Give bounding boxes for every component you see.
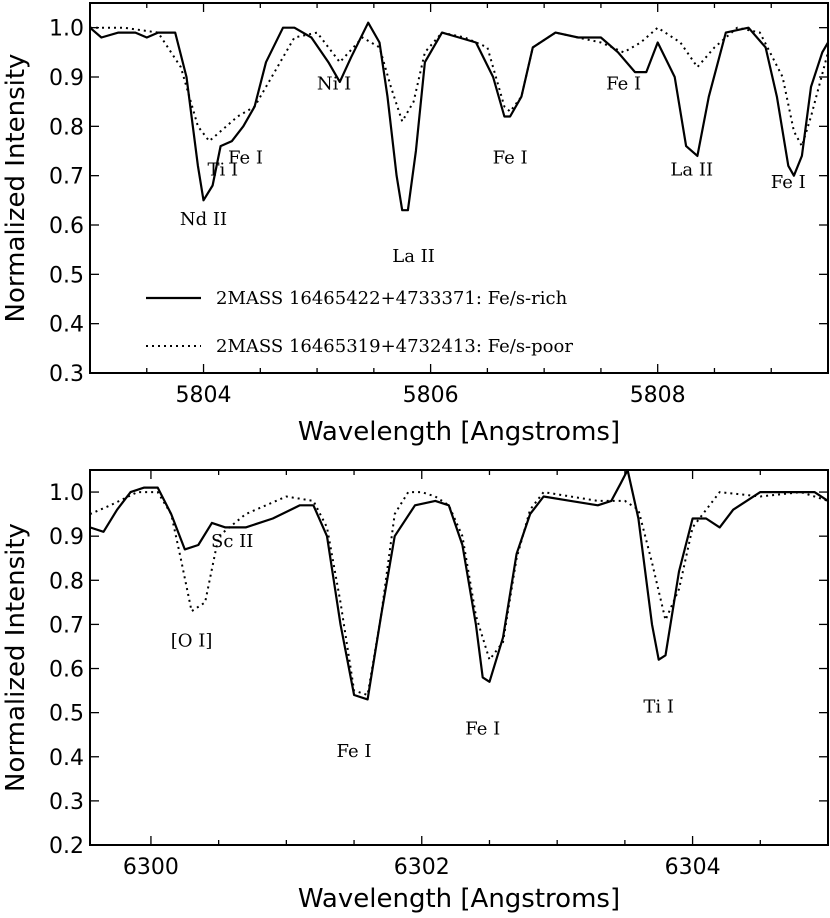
line-annotation: Fe I: [228, 147, 263, 168]
x-axis-label: Wavelength [Angstroms]: [298, 417, 620, 447]
y-tick-label: 0.4: [49, 746, 84, 771]
y-tick-label: 0.5: [49, 263, 84, 288]
legend-label: 2MASS 16465319+4732413: Fe/s-poor: [216, 336, 573, 357]
y-tick-label: 0.2: [49, 834, 84, 859]
line-annotation: Fe I: [771, 172, 806, 193]
fe-s-poor-spectrum-line: [90, 26, 828, 148]
y-tick-label: 1.0: [49, 481, 84, 506]
y-tick-label: 0.7: [49, 613, 84, 638]
x-tick-label: 6304: [665, 855, 721, 880]
line-annotation: Sc II: [211, 531, 253, 552]
y-tick-label: 0.3: [49, 362, 84, 387]
x-tick-label: 5806: [403, 383, 459, 408]
y-tick-label: 0.4: [49, 313, 84, 338]
x-axis-label: Wavelength [Angstroms]: [298, 884, 620, 914]
y-tick-label: 0.6: [49, 658, 84, 683]
y-axis-label: Normalized Intensity: [1, 54, 31, 323]
y-tick-label: 0.8: [49, 569, 84, 594]
y-axis-label: Normalized Intensity: [1, 523, 31, 792]
series-lines: [90, 470, 828, 701]
legend: 2MASS 16465422+4733371: Fe/s-rich 2MASS 1…: [146, 288, 573, 357]
bottom-spectrum-panel: 6300 6302 6304 0.2 0.3 0.4 0.5 0.6 0.7 0.8 0.9 1.0 W…: [1, 469, 829, 914]
top-spectrum-panel: 5804 5806 5808 0.3 0.4 0.5 0.6 0.7 0.8 0.9 1.0 Wave…: [1, 2, 829, 447]
plot-frame: [89, 469, 829, 846]
plot-frame: [89, 2, 829, 374]
line-annotation: Fe I: [606, 73, 641, 94]
y-tick-label: 1.0: [49, 17, 84, 42]
fe-s-rich-spectrum-line: [90, 470, 828, 701]
x-tick-label: 6302: [394, 855, 450, 880]
y-tick-label: 0.8: [49, 115, 84, 140]
x-tick-label: 6300: [123, 855, 179, 880]
y-tick-label: 0.5: [49, 702, 84, 727]
line-annotation: La II: [670, 160, 713, 181]
y-tick-label: 0.7: [49, 165, 84, 190]
y-tick-label: 0.9: [49, 525, 84, 550]
line-annotation: Fe I: [465, 719, 500, 740]
series-lines: [90, 21, 828, 212]
line-annotation: Fe I: [493, 147, 528, 168]
line-annotation: La II: [392, 246, 435, 267]
line-annotation: [O I]: [171, 630, 213, 651]
x-tick-label: 5808: [630, 383, 686, 408]
legend-label: 2MASS 16465422+4733371: Fe/s-rich: [216, 288, 568, 309]
line-annotation: Ti I: [643, 697, 674, 718]
line-annotation: Ni I: [317, 73, 351, 94]
line-annotation: Fe I: [337, 741, 372, 762]
y-tick-label: 0.9: [49, 66, 84, 91]
fe-s-rich-spectrum-line: [90, 21, 828, 212]
line-annotation: Nd II: [180, 209, 227, 230]
x-tick-label: 5804: [176, 383, 232, 408]
line-annotation: Ti I: [208, 160, 239, 181]
y-tick-label: 0.3: [49, 790, 84, 815]
fe-s-poor-spectrum-line: [90, 491, 828, 696]
y-tick-label: 0.6: [49, 214, 84, 239]
